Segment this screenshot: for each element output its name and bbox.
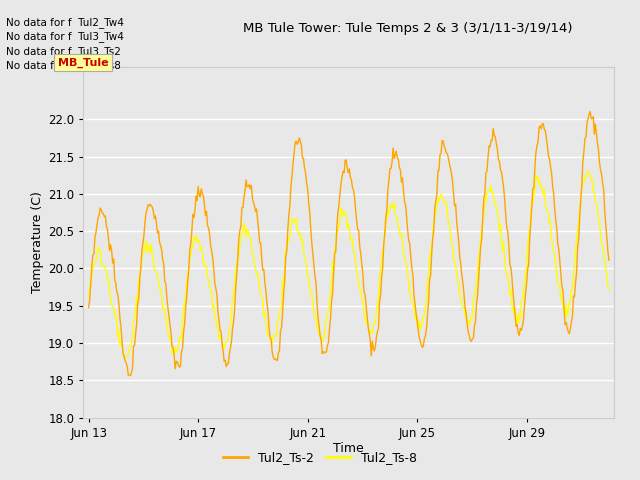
Text: No data for f  Tul2_Tw4: No data for f Tul2_Tw4: [6, 17, 124, 28]
Text: No data for f  Tul3_Tw4: No data for f Tul3_Tw4: [6, 31, 124, 42]
Text: MB Tule Tower: Tule Temps 2 & 3 (3/1/11-3/19/14): MB Tule Tower: Tule Temps 2 & 3 (3/1/11-…: [243, 22, 573, 35]
Text: No data for f  Tul3_Ts8: No data for f Tul3_Ts8: [6, 60, 121, 71]
Y-axis label: Temperature (C): Temperature (C): [31, 192, 44, 293]
Text: No data for f  Tul3_Ts2: No data for f Tul3_Ts2: [6, 46, 121, 57]
Legend: Tul2_Ts-2, Tul2_Ts-8: Tul2_Ts-2, Tul2_Ts-8: [218, 446, 422, 469]
Text: MB_Tule: MB_Tule: [58, 58, 108, 68]
X-axis label: Time: Time: [333, 443, 364, 456]
